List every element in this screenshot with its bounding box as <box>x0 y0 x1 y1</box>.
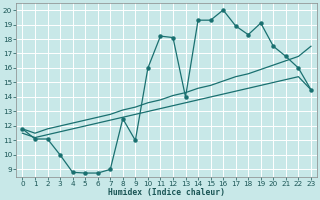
X-axis label: Humidex (Indice chaleur): Humidex (Indice chaleur) <box>108 188 225 197</box>
